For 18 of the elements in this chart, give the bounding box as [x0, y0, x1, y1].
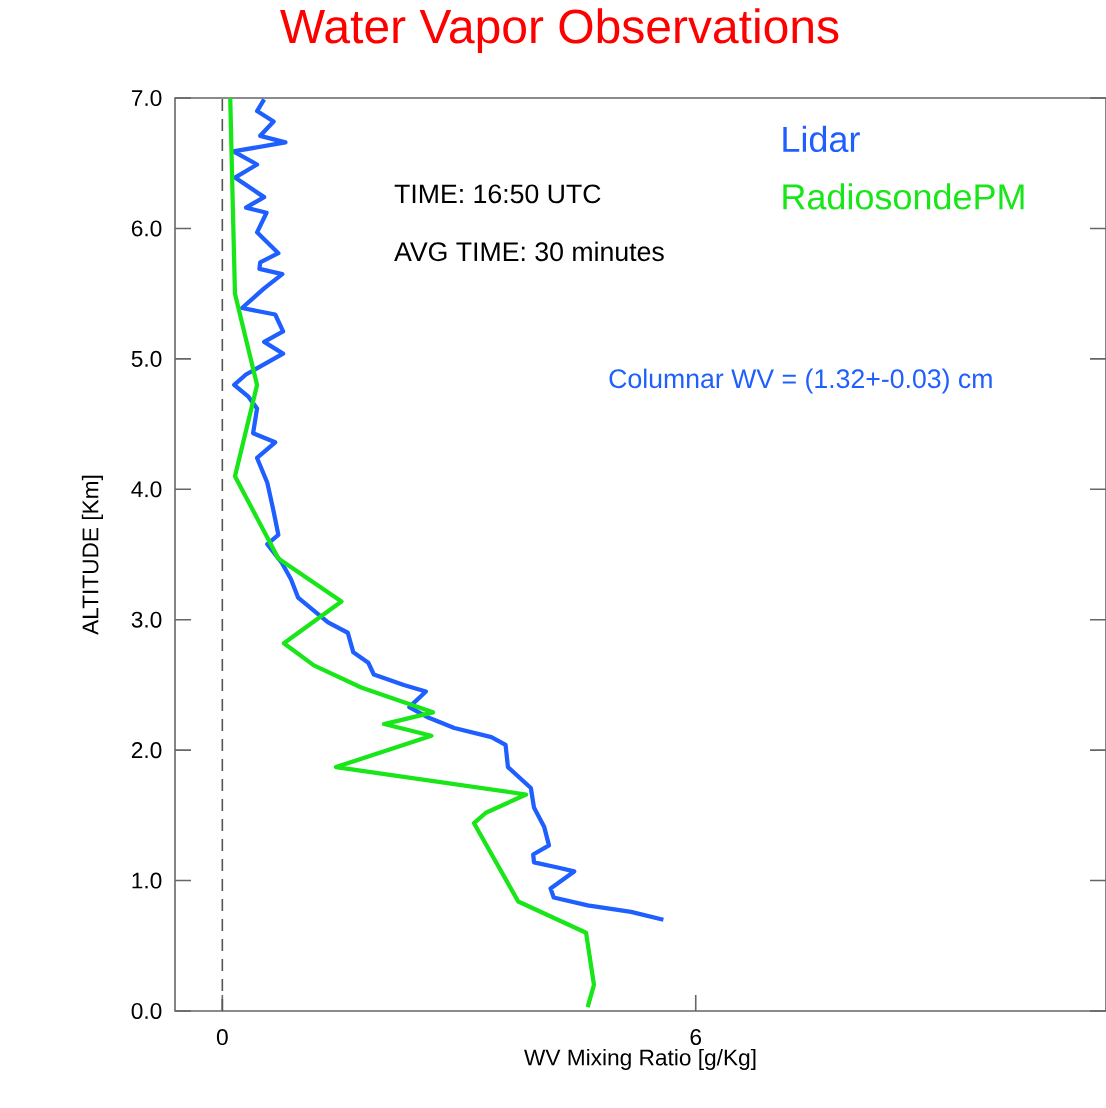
- annotation: AVG TIME: 30 minutes: [394, 241, 664, 262]
- y-tick-label: 6.0: [131, 220, 162, 237]
- annotation: TIME: 16:50 UTC: [394, 184, 601, 204]
- x-axis-title: WV Mixing Ratio [g/Kg]: [524, 1048, 756, 1071]
- y-tick-label: 2.0: [131, 742, 162, 759]
- y-tick-label: 0.0: [131, 1002, 162, 1020]
- y-tick-label: 3.0: [131, 611, 162, 628]
- annotation: Columnar WV = (1.32+-0.03) cm: [609, 368, 992, 394]
- y-tick-label: 7.0: [131, 89, 162, 107]
- y-tick-label: 1.0: [132, 872, 162, 889]
- x-tick-label: 6: [690, 1029, 702, 1046]
- text: RadiosondePM: [783, 183, 1024, 210]
- text: Lidar: [783, 125, 860, 153]
- y-tick-label: 4.0: [131, 481, 162, 498]
- y-tick-label: 5.0: [131, 350, 162, 367]
- chart-title: Water Vapor Observations: [280, 8, 839, 53]
- x-tick-label: 0: [216, 1029, 228, 1046]
- y-axis-title: ALTITUDE [Km]: [81, 475, 103, 635]
